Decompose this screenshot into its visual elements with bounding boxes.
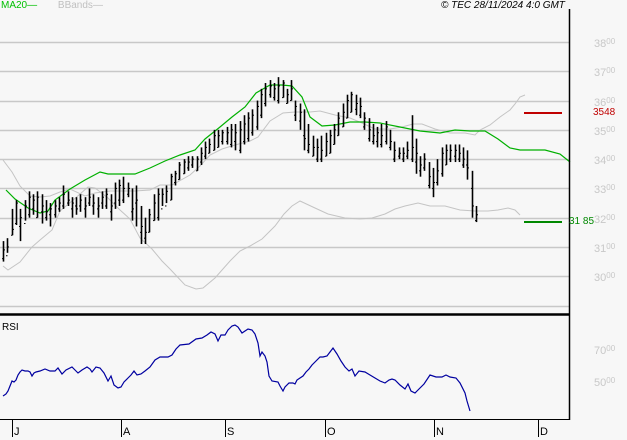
bollinger-bands (2, 94, 526, 290)
month-label: D (540, 426, 548, 438)
price-gridlines (0, 41, 569, 308)
level-lines (524, 112, 562, 223)
rsi-axis-label: 7000 (594, 344, 616, 357)
legend-ma20[interactable]: MA20— (1, 0, 38, 11)
month-label: J (14, 426, 20, 438)
month-label: N (436, 426, 444, 438)
legend-bbands[interactable]: BBands— (57, 0, 103, 11)
price-axis-label: 3400 (594, 154, 616, 167)
resistance-label: 3548 (593, 107, 616, 118)
month-label: O (327, 426, 336, 438)
bbands-upper (2, 94, 526, 198)
rsi-polyline (2, 324, 471, 412)
price-axis-label: 3300 (594, 183, 616, 196)
price-axis-label: 3700 (594, 66, 616, 79)
ma20-line (5, 84, 571, 214)
month-label: S (227, 426, 235, 438)
price-axis-label: 3500 (594, 125, 616, 138)
ma20-polyline (5, 84, 571, 214)
support-label: 31 85 (569, 216, 595, 227)
chart-frame (0, 9, 571, 437)
price-axis-label: 3000 (594, 271, 616, 284)
rsi-title: RSI (2, 322, 19, 333)
rsi-line (2, 324, 471, 412)
price-axis-label: 3200 (594, 213, 616, 226)
copyright-timestamp: © TEC 28/11/2024 4:0 GMT (441, 0, 565, 11)
price-bars (2, 77, 478, 262)
price-axis-label: 3800 (594, 37, 616, 50)
month-label: A (123, 426, 131, 438)
rsi-axis-label: 5000 (594, 376, 616, 389)
price-axis-label: 3100 (594, 242, 616, 255)
bbands-lower (2, 186, 521, 290)
legend: MA20— BBands— (1, 0, 103, 12)
price-axis-label: 3600 (594, 96, 616, 109)
